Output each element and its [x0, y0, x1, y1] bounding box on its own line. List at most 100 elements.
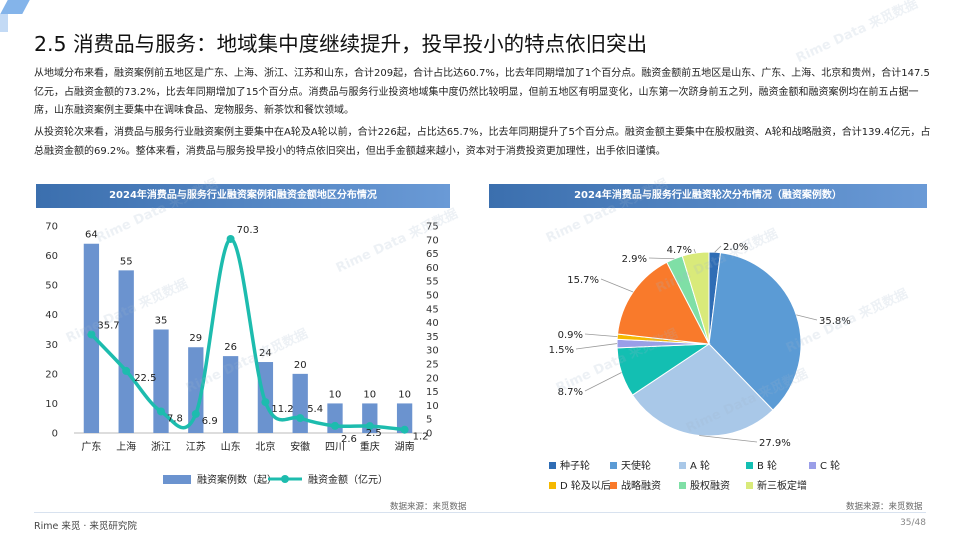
line-point	[296, 414, 305, 423]
corner-decoration-small	[0, 14, 8, 32]
line-point	[400, 425, 409, 434]
pie-value-label: 1.5%	[549, 345, 574, 356]
legend-label: C 轮	[820, 459, 840, 472]
legend-label: 新三板定增	[757, 479, 807, 492]
y2-axis-tick-label: 25	[426, 360, 439, 371]
line-value-label: 6.9	[202, 416, 218, 427]
pie-leader-line	[699, 435, 758, 443]
y2-axis-tick-label: 30	[426, 346, 439, 357]
line-value-label: 2.6	[341, 434, 357, 445]
y2-axis-tick-label: 70	[426, 235, 439, 246]
bar-value-label: 10	[329, 389, 342, 400]
amount-line	[90, 237, 405, 432]
legend-label: B 轮	[757, 459, 777, 472]
bar	[222, 356, 239, 433]
y2-axis-tick-label: 0	[426, 429, 432, 440]
corner-decoration	[0, 0, 30, 14]
pie-slice	[681, 251, 710, 345]
round-chart-source: 数据来源：来觅数据	[846, 502, 923, 512]
bar-value-label: 10	[363, 389, 376, 400]
x-axis-tick-label: 浙江	[151, 441, 171, 453]
round-chart-title: 2024年消费品与服务行业融资轮次分布情况（融资案例数）	[489, 184, 927, 208]
y2-axis-tick-label: 60	[426, 263, 439, 274]
legend-line-label: 融资金额（亿元）	[308, 473, 388, 486]
legend-label: A 轮	[690, 459, 710, 472]
y-axis-tick-label: 60	[45, 251, 58, 262]
line-point	[87, 330, 96, 339]
line-point	[157, 407, 165, 416]
y-axis-tick-label: 20	[45, 369, 58, 380]
line-point	[261, 398, 270, 407]
x-axis-tick-label: 四川	[325, 442, 345, 453]
round-pie-chart: 2.0% 35.8% 27.9% 8.7% 1.5% 0.9% 15.7% 2.9% 4.7% 种…	[549, 242, 851, 492]
pie-leader-line	[693, 248, 696, 254]
pie-slice	[631, 343, 774, 437]
legend-bar-swatch	[163, 475, 191, 484]
line-value-label: 1.2	[413, 432, 429, 443]
legend-swatch	[549, 482, 556, 489]
legend-swatch	[746, 482, 753, 489]
page-title: 2.5 消费品与服务：地域集中度继续提升，投早投小的特点依旧突出	[34, 32, 648, 56]
legend-swatch	[809, 462, 816, 469]
round-paragraph: 从投资轮次来看，消费品与服务行业融资案例主要集中在A轮及A轮以前，合计226起，…	[34, 127, 931, 157]
line-point	[226, 234, 235, 243]
bar-value-label: 29	[189, 333, 202, 344]
pie-leader-line	[584, 372, 622, 392]
legend-label: 天使轮	[621, 459, 651, 472]
line-point	[331, 421, 339, 430]
legend-line-marker	[281, 475, 289, 483]
y2-axis-tick-label: 55	[426, 277, 439, 288]
page-number: 35/48	[900, 518, 926, 528]
bar	[188, 347, 204, 433]
pie-value-label: 4.7%	[667, 245, 692, 256]
bar	[118, 270, 134, 433]
line-value-label: 11.2	[271, 404, 293, 415]
y2-axis-tick-label: 65	[426, 249, 439, 260]
round-chart-panel: 2024年消费品与服务行业融资轮次分布情况（融资案例数） 2.0% 35.8% 27…	[489, 184, 927, 496]
line-value-label: 22.5	[134, 373, 156, 384]
bar-value-label: 10	[398, 389, 411, 400]
y2-axis-tick-label: 5	[426, 415, 432, 426]
y2-axis-tick-label: 35	[426, 332, 439, 343]
bar-value-label: 55	[120, 256, 133, 267]
bar-value-label: 35	[155, 316, 168, 327]
line-value-label: 5.4	[307, 404, 323, 415]
bar-value-label: 20	[294, 360, 307, 371]
legend-swatch	[549, 462, 556, 469]
pie-leader-line	[714, 245, 722, 253]
legend-swatch	[610, 462, 617, 469]
line-value-label: 35.7	[97, 320, 119, 331]
pie-value-label: 27.9%	[759, 438, 791, 449]
y-axis-tick-label: 30	[45, 340, 58, 351]
y2-axis-tick-label: 75	[426, 222, 439, 233]
y-axis-tick-label: 50	[45, 281, 58, 292]
line-point	[122, 366, 131, 375]
x-axis-tick-label: 江苏	[186, 440, 206, 453]
region-chart: 0 10 20 30 40 50 60 70 0 5 10 15 20 25 30 35 40 45 50 55 60 6…	[45, 222, 439, 487]
bar	[292, 373, 308, 433]
footer-brand: Rime 来觅 · 来觅研究院	[34, 521, 137, 532]
line-point	[191, 409, 200, 418]
legend-swatch	[679, 462, 686, 469]
pie-value-label: 8.7%	[558, 387, 583, 398]
x-axis-tick-label: 安徽	[290, 440, 310, 453]
x-axis-tick-label: 北京	[255, 440, 275, 453]
y2-axis-tick-label: 20	[426, 373, 439, 384]
bar	[396, 403, 413, 433]
legend-bar-label: 融资案例数（起）	[197, 473, 277, 486]
pie-leader-line	[648, 257, 675, 260]
pie-leader-line	[796, 314, 818, 321]
y-axis-tick-label: 40	[45, 310, 58, 321]
pie-leader-line	[575, 343, 618, 350]
y2-axis-tick-label: 15	[426, 387, 439, 398]
pie-value-label: 35.8%	[819, 316, 851, 327]
legend-swatch	[746, 462, 753, 469]
region-chart-source: 数据来源：来觅数据	[390, 502, 467, 512]
pie-value-label: 2.0%	[723, 242, 748, 253]
x-axis-tick-label: 湖南	[395, 440, 415, 453]
bar-value-label: 64	[85, 230, 98, 241]
pie-leader-line	[600, 278, 634, 293]
x-axis-tick-label: 重庆	[360, 440, 380, 453]
legend-swatch	[610, 482, 617, 489]
footer-divider	[34, 512, 926, 513]
